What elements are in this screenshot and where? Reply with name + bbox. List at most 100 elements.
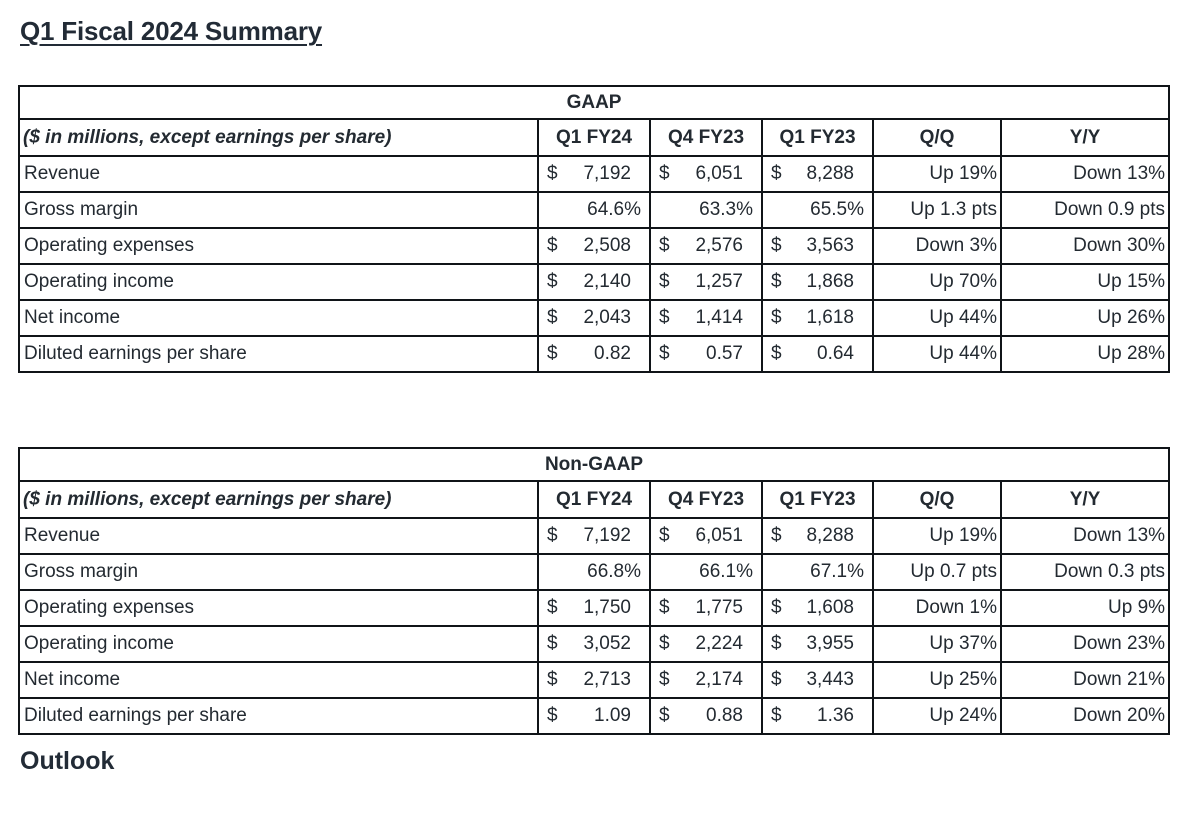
- currency-cell: $1,608: [761, 589, 874, 627]
- table-caption-cell: ($ in millions, except earnings per shar…: [18, 118, 539, 157]
- cell-value: 2,224: [695, 633, 743, 654]
- currency-cell: $8,288: [761, 517, 874, 555]
- currency-cell: $0.64: [761, 335, 874, 373]
- percent-cell: 66.1%: [649, 553, 763, 591]
- currency-cell: $2,043: [537, 299, 651, 337]
- cell-value: 0.57: [706, 343, 743, 364]
- currency-cell: $1,868: [761, 263, 874, 301]
- cell-value: 1,257: [695, 271, 743, 292]
- row-label: Gross margin: [18, 553, 539, 591]
- non-gaap-table-body: Revenue $7,192 $6,051 $8,288 Up 19% Down 13% G…: [18, 517, 1171, 735]
- table-caption-cell: ($ in millions, except earnings per shar…: [18, 480, 539, 519]
- currency-cell: $0.88: [649, 697, 763, 735]
- change-cell: Up 1.3 pts: [872, 191, 1002, 229]
- dollar-sign: $: [771, 597, 782, 618]
- dollar-sign: $: [659, 343, 670, 364]
- table-row: Gross margin 64.6% 63.3% 65.5% Up 1.3 pts Dow…: [18, 191, 1171, 229]
- currency-cell: $2,713: [537, 661, 651, 699]
- change-cell: Down 0.9 pts: [999, 191, 1171, 229]
- currency-cell: $1,618: [761, 299, 874, 337]
- non-gaap-table: Non-GAAP ($ in millions, except earnings…: [17, 447, 1171, 735]
- currency-cell: $1,750: [537, 589, 651, 627]
- page-title-text: Q1 Fiscal 2024 Summary: [20, 16, 323, 46]
- table-group-header: Non-GAAP: [17, 447, 1171, 482]
- cell-value: 1,750: [583, 597, 631, 618]
- table-group-header-row: Non-GAAP: [17, 447, 1171, 482]
- change-cell: Down 23%: [999, 625, 1171, 663]
- cell-value: 1,868: [806, 271, 854, 292]
- column-header: Q4 FY23: [649, 118, 763, 157]
- change-cell: Up 37%: [872, 625, 1002, 663]
- cell-value: 0.64: [817, 343, 854, 364]
- currency-cell: $8,288: [761, 155, 874, 193]
- column-header: Y/Y: [999, 118, 1171, 157]
- change-cell: Down 21%: [999, 661, 1171, 699]
- currency-cell: $1,414: [649, 299, 763, 337]
- table-row: Operating income $3,052 $2,224 $3,955 Up 37%…: [18, 625, 1171, 663]
- row-label: Operating expenses: [18, 227, 539, 265]
- table-group-header: GAAP: [17, 85, 1171, 120]
- dollar-sign: $: [547, 669, 558, 690]
- table-row: Gross margin 66.8% 66.1% 67.1% Up 0.7 pts Dow…: [18, 553, 1171, 591]
- column-header-row: ($ in millions, except earnings per shar…: [18, 480, 1171, 519]
- change-cell: Up 24%: [872, 697, 1002, 735]
- percent-cell: 63.3%: [649, 191, 763, 229]
- change-cell: Up 70%: [872, 263, 1002, 301]
- dollar-sign: $: [659, 525, 670, 546]
- dollar-sign: $: [659, 633, 670, 654]
- cell-value: 1.36: [817, 705, 854, 726]
- dollar-sign: $: [547, 705, 558, 726]
- dollar-sign: $: [659, 163, 670, 184]
- dollar-sign: $: [659, 271, 670, 292]
- gaap-table-body: Revenue $7,192 $6,051 $8,288 Up 19% Down 13% G…: [18, 155, 1171, 373]
- dollar-sign: $: [547, 235, 558, 256]
- change-cell: Up 44%: [872, 299, 1002, 337]
- dollar-sign: $: [547, 633, 558, 654]
- dollar-sign: $: [771, 271, 782, 292]
- page-title: Q1 Fiscal 2024 Summary: [20, 16, 1201, 47]
- dollar-sign: $: [659, 307, 670, 328]
- change-cell: Up 0.7 pts: [872, 553, 1002, 591]
- row-label: Net income: [18, 661, 539, 699]
- column-header: Q1 FY24: [537, 118, 651, 157]
- table-row: Revenue $7,192 $6,051 $8,288 Up 19% Down 13%: [18, 517, 1171, 555]
- currency-cell: $1.09: [537, 697, 651, 735]
- dollar-sign: $: [771, 163, 782, 184]
- row-label: Gross margin: [18, 191, 539, 229]
- change-cell: Up 9%: [999, 589, 1171, 627]
- row-label: Operating income: [18, 263, 539, 301]
- cell-value: 1,618: [806, 307, 854, 328]
- dollar-sign: $: [771, 343, 782, 364]
- cell-value: 8,288: [806, 163, 854, 184]
- dollar-sign: $: [771, 633, 782, 654]
- cell-value: 2,140: [583, 271, 631, 292]
- currency-cell: $3,443: [761, 661, 874, 699]
- cell-value: 3,052: [583, 633, 631, 654]
- cell-value: 3,955: [806, 633, 854, 654]
- currency-cell: $1,257: [649, 263, 763, 301]
- cell-value: 2,576: [695, 235, 743, 256]
- column-header-row: ($ in millions, except earnings per shar…: [18, 118, 1171, 157]
- currency-cell: $2,140: [537, 263, 651, 301]
- dollar-sign: $: [547, 597, 558, 618]
- dollar-sign: $: [659, 705, 670, 726]
- dollar-sign: $: [547, 307, 558, 328]
- column-header: Q1 FY23: [761, 118, 874, 157]
- dollar-sign: $: [659, 235, 670, 256]
- change-cell: Down 30%: [999, 227, 1171, 265]
- dollar-sign: $: [659, 597, 670, 618]
- currency-cell: $3,052: [537, 625, 651, 663]
- currency-cell: $7,192: [537, 517, 651, 555]
- change-cell: Down 0.3 pts: [999, 553, 1171, 591]
- row-label: Operating income: [18, 625, 539, 663]
- dollar-sign: $: [659, 669, 670, 690]
- change-cell: Down 20%: [999, 697, 1171, 735]
- cell-value: 1.09: [594, 705, 631, 726]
- cell-value: 2,508: [583, 235, 631, 256]
- change-cell: Up 28%: [999, 335, 1171, 373]
- dollar-sign: $: [771, 669, 782, 690]
- currency-cell: $2,508: [537, 227, 651, 265]
- dollar-sign: $: [771, 705, 782, 726]
- table-row: Operating expenses $1,750 $1,775 $1,608 Down…: [18, 589, 1171, 627]
- column-header: Q1 FY23: [761, 480, 874, 519]
